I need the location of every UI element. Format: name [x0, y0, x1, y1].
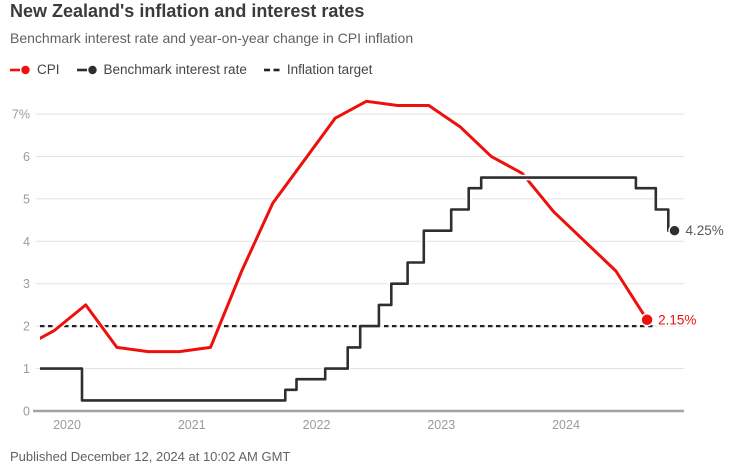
benchmark-interest-rate-end-dot [668, 224, 681, 237]
x-axis-tick-label: 2022 [303, 418, 331, 432]
cpi-end-dot [640, 313, 654, 327]
x-axis-tick-label: 2024 [552, 418, 580, 432]
published-timestamp: Published December 12, 2024 at 10:02 AM … [10, 449, 291, 464]
legend-label-benchmark: Benchmark interest rate [103, 62, 247, 77]
chart-title: New Zealand's inflation and interest rat… [10, 1, 365, 21]
chart-subtitle: Benchmark interest rate and year-on-year… [10, 30, 414, 46]
benchmark-line-dot-marker [76, 65, 97, 74]
legend-item-inflation-target: Inflation target [263, 62, 373, 77]
y-axis-tick-label: 4 [23, 235, 30, 249]
cpi-line-casing [40, 98, 651, 355]
legend-label-inflation-target: Inflation target [286, 62, 373, 77]
cpi-end-value-label: 2.15% [658, 312, 696, 327]
legend: CPI Benchmark interest rate Inflation ta… [10, 62, 372, 77]
legend-item-benchmark: Benchmark interest rate [76, 62, 247, 77]
x-axis-tick-label: 2023 [427, 418, 455, 432]
benchmark-interest-rate-end-value-label: 4.25% [686, 223, 724, 238]
legend-label-cpi: CPI [37, 62, 60, 77]
inflation-target-dashes-marker [263, 68, 280, 71]
y-axis-tick-label: 2 [23, 320, 30, 334]
y-axis-tick-label: 0 [23, 405, 30, 419]
benchmark-interest-rate-line [40, 176, 676, 402]
y-axis-tick-label: 3 [23, 277, 30, 291]
cpi-line [40, 99, 649, 354]
y-axis-tick-label: 5 [23, 192, 30, 206]
legend-item-cpi: CPI [10, 62, 60, 77]
y-axis-tick-label: 7% [12, 107, 30, 121]
x-axis-tick-label: 2020 [53, 418, 81, 432]
cpi-line-dot-marker [10, 65, 30, 74]
x-axis-tick-label: 2021 [178, 418, 206, 432]
y-axis-tick-label: 6 [23, 150, 30, 164]
y-axis-tick-label: 1 [23, 362, 30, 376]
